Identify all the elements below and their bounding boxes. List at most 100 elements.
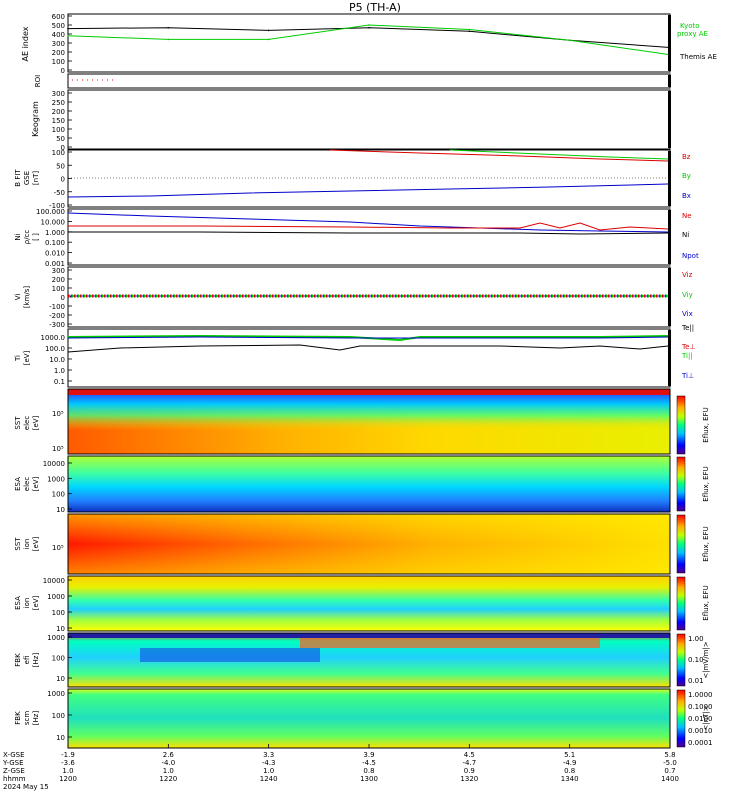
fbk-scm-tick-label: 100: [52, 712, 65, 720]
esa-elec-tick-label: 1000: [47, 475, 65, 483]
ae-point: [267, 29, 270, 32]
ae-series: [67, 24, 671, 56]
bfield-legend-bx: Bx: [682, 192, 691, 200]
x-axis-xgse: 3.9: [363, 751, 374, 759]
ae-tick-label: 500: [52, 22, 65, 30]
velocity-legend-vix: Vix: [682, 310, 693, 318]
x-axis-row-label: 2024 May 15: [3, 783, 49, 791]
esa-elec-ylabel-line: [eV]: [32, 476, 40, 491]
density-ylabel: Ni ρ/cc[ ]: [14, 230, 40, 245]
fbk-scm-ylabel: FBK scm [Hz]: [14, 711, 40, 726]
esa-ion-ylabel-line: ion: [23, 598, 31, 609]
velocity-ylabel: Vi [km/s]: [14, 286, 31, 309]
fbk-scm-colorbar-tick: 0.0100: [688, 715, 713, 723]
ae-legend-proxy: proxy AE: [677, 30, 708, 38]
density-ni-line: [68, 231, 669, 235]
ae-point: [67, 35, 69, 37]
velocity-tick-label: 100: [52, 285, 65, 293]
density-frame: [67, 208, 671, 266]
fbk-efi-ylabel-line: FBK: [14, 653, 22, 667]
sst-ion-tick: 10⁵: [52, 544, 64, 552]
bfield-ticks: 100 50 0 -50 -100: [49, 149, 72, 210]
fbk-scm-tick-label: 1000: [47, 690, 65, 698]
fbk-efi-tick-label: 1000: [47, 634, 65, 642]
x-axis-ygse: -4.7: [462, 759, 476, 767]
density-ylabel-line: Ni: [14, 233, 22, 240]
fbk-scm-ylabel-line: scm: [23, 711, 31, 725]
x-axis-ygse: -4.9: [563, 759, 577, 767]
sst-elec-ylabel-line: [eV]: [32, 415, 40, 430]
density-legend-npot: Npot: [682, 252, 699, 260]
sst-ion-ylabel-line: ion: [23, 539, 31, 550]
velocity-tick-label: -200: [49, 312, 65, 320]
density-ylabel-line: [ ]: [32, 233, 40, 241]
fbk-scm-ylabel-line: [Hz]: [32, 711, 40, 726]
esa-elec-panel: ESA elec [eV] 10000 1000 100 10: [14, 455, 671, 514]
colorbars: Eflux, EFU Eflux, EFU Eflux, EFU Eflux, EFU…: [676, 395, 713, 748]
sst-ion-frame: [67, 513, 671, 575]
sst-ion-overlay: [68, 514, 670, 574]
fbk-scm-colorbar-tick: 0.0010: [688, 727, 713, 735]
esa-elec-colorbar-label: Eflux, EFU: [702, 466, 710, 501]
x-axis-row-label: hhmm: [3, 775, 26, 783]
velocity-tick-label: 200: [52, 276, 65, 284]
x-axis-zgse: 0.8: [564, 767, 575, 775]
temperature-tick-label: 100.0: [45, 345, 65, 353]
fbk-efi-ylabel: FBK efi [Hz]: [14, 653, 40, 668]
temperature-tick-label: 1000.0: [41, 334, 66, 342]
bfield-ylabel: B FIT GSE [nT]: [14, 169, 40, 187]
sst-elec-ylabel-line: SST: [14, 416, 22, 430]
esa-ion-colorbar: [676, 576, 686, 631]
x-axis-ygse: -5.0: [663, 759, 677, 767]
x-axis-xgse: -1.9: [61, 751, 75, 759]
ae-tick-label: 600: [52, 13, 65, 21]
fbk-efi-colorbar-tick: 1.00: [688, 635, 704, 643]
fbk-efi-colorbar-label: <|mV/m|>: [702, 641, 710, 678]
temperature-tiperp-line: [67, 336, 669, 339]
sst-ion-colorbar: [676, 514, 686, 574]
x-axis-row-label: Y-GSE: [2, 759, 24, 767]
keogram-tick-label: 0: [61, 144, 65, 152]
sst-elec-ylabel-line: elec: [23, 416, 31, 431]
bfield-bz-line: [329, 149, 669, 162]
sst-elec-highenergy-band: [68, 395, 670, 454]
bfield-bx-line: [67, 183, 669, 198]
esa-elec-colorbar: [676, 456, 686, 512]
roi-panel: ROI: [34, 73, 671, 89]
x-axis-xgse: 5.8: [664, 751, 675, 759]
density-npot-line: [67, 212, 669, 233]
temperature-panel: Ti [eV] 1000.0 100.0 10.0 1.0 0.1 Te⊥ Ti|| Ti…: [14, 328, 696, 388]
x-axis-ygse: -4.0: [161, 759, 175, 767]
fbk-efi-frame: [67, 632, 671, 688]
esa-ion-ylabel-line: [eV]: [32, 595, 40, 610]
bfield-ylabel-line: GSE: [23, 171, 31, 185]
bfield-ylabel-line: [nT]: [32, 171, 40, 185]
fbk-scm-colorbar-tick: 0.1000: [688, 703, 713, 711]
fbk-scm-ticks: 1000 100 10: [47, 690, 72, 742]
ae-tick-label: 0: [61, 67, 65, 75]
ae-legend-themis: Themis AE: [679, 53, 717, 61]
panel-right-edge: [668, 330, 671, 386]
bfield-tick-label: -50: [54, 189, 65, 197]
x-axis-zgse: 0.9: [464, 767, 475, 775]
esa-ion-frame: [67, 575, 671, 632]
bfield-tick-label: 100: [52, 149, 65, 157]
fbk-efi-orange-patch: [300, 638, 600, 648]
bfield-legend-by: By: [682, 172, 691, 180]
x-axis-xgse: 3.3: [263, 751, 274, 759]
sst-elec-panel: SST elec [eV] 10⁵ 10⁵: [14, 388, 671, 455]
sst-elec-colorbar: [676, 395, 686, 455]
density-tick-label: 0.010: [45, 250, 65, 258]
keogram-tick-label: 100: [52, 126, 65, 134]
esa-ion-ylabel-line: ESA: [14, 596, 22, 610]
sst-ion-ylabel-line: SST: [14, 537, 22, 551]
x-axis-xgse: 5.1: [564, 751, 575, 759]
temperature-legend-tipar: Ti||: [681, 352, 693, 360]
esa-elec-spectrogram: [68, 456, 670, 512]
esa-ion-tick-label: 10000: [43, 577, 65, 585]
fbk-scm-tick-label: 10: [56, 734, 65, 742]
temperature-tick-label: 1.0: [54, 367, 65, 375]
